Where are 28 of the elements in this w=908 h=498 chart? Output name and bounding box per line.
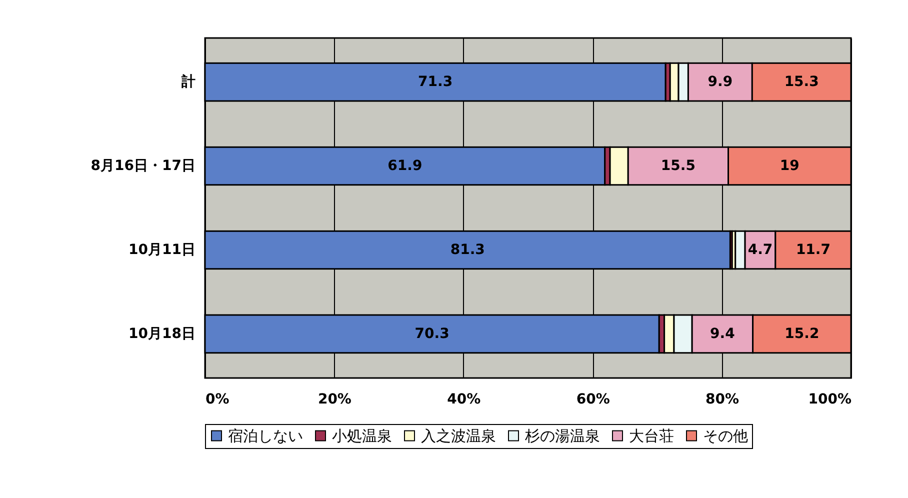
x-tick-label: 60% (576, 392, 610, 408)
data-label: 9.4 (710, 326, 736, 342)
y-tick-label: 計 (180, 74, 196, 90)
legend-label: 大台荘 (629, 426, 674, 445)
legend-label: その他 (703, 426, 748, 445)
data-label: 71.3 (418, 74, 453, 90)
data-label: 70.3 (414, 326, 450, 342)
data-label: 61.9 (388, 158, 422, 174)
data-label: 15.3 (784, 74, 819, 90)
x-tick-label: 0% (206, 392, 230, 408)
data-label: 4.7 (748, 242, 773, 258)
legend-label: 小処温泉 (332, 426, 392, 445)
data-label: 81.3 (450, 242, 485, 258)
x-tick-label: 100% (808, 392, 852, 408)
y-tick-label: 10月18日 (128, 326, 196, 342)
y-tick-label: 10月11日 (128, 242, 196, 258)
data-label: 15.2 (784, 326, 820, 342)
data-label: 15.5 (660, 158, 696, 174)
x-tick-label: 20% (318, 392, 352, 408)
y-tick-label: 8月16日・17日 (90, 158, 196, 174)
x-tick-label: 40% (447, 392, 481, 408)
data-label: 9.9 (708, 74, 733, 90)
data-label: 19 (780, 158, 800, 174)
legend-label: 宿泊しない (228, 426, 303, 445)
legend-label: 杉の湯温泉 (524, 426, 600, 445)
data-label: 11.7 (796, 242, 830, 258)
legend-label: 入之波温泉 (421, 426, 496, 445)
x-tick-label: 80% (706, 392, 740, 408)
